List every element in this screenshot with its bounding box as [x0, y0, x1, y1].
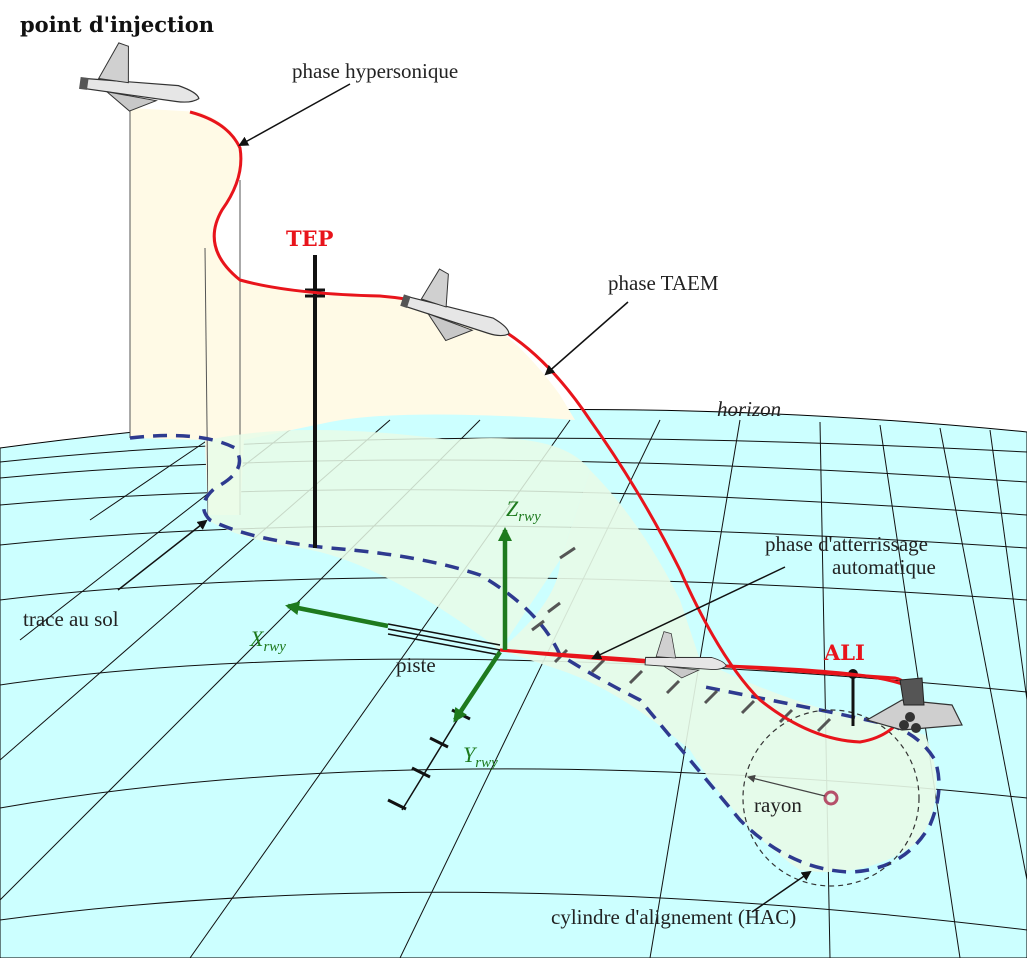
label-landing-phase-1: phase d'atterrissage [765, 532, 928, 556]
runway [387, 623, 501, 656]
shuttle-icon-landing [865, 677, 963, 733]
green-ground-area [208, 430, 590, 650]
hac-region [500, 470, 937, 872]
shuttle-icon-approach [644, 631, 727, 679]
label-runway: piste [396, 653, 436, 677]
label-x-axis: Xrwy [249, 626, 286, 655]
final-approach [499, 648, 906, 687]
label-taem-phase: phase TAEM [608, 271, 719, 295]
trajectory-curtain [130, 108, 575, 515]
hac-circle [742, 709, 920, 887]
hac-center [823, 790, 839, 806]
label-hypersonic-phase: phase hypersonique [292, 59, 458, 83]
label-ground-track: trace au sol [23, 607, 119, 631]
label-z-axis: Zrwy [506, 496, 541, 525]
label-landing-phase-2: automatique [832, 555, 936, 579]
label-ali: ALI [823, 640, 865, 665]
shuttle-icon-hypersonic [79, 42, 200, 112]
trajectory [189, 110, 912, 744]
label-tep: TEP [286, 226, 334, 251]
shuttle-icon-taem [400, 268, 510, 342]
radius-arrow [747, 774, 826, 797]
label-radius: rayon [754, 793, 802, 817]
x-axis-arrow [285, 601, 389, 629]
label-y-axis: Yrwy [463, 742, 498, 771]
label-horizon: horizon [717, 397, 781, 421]
y-axis-arrow [453, 650, 502, 723]
label-hac: cylindre d'alignement (HAC) [551, 905, 796, 929]
callout-arrows [117, 83, 812, 913]
page-title: point d'injection [20, 12, 214, 37]
